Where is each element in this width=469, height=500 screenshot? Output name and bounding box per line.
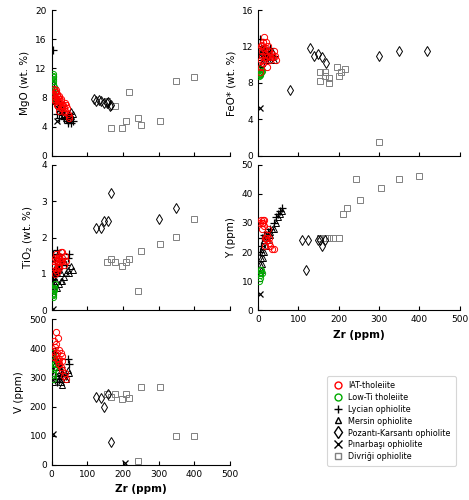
Y-axis label: Y (ppm): Y (ppm) bbox=[226, 217, 236, 258]
Y-axis label: FeO* (wt. %): FeO* (wt. %) bbox=[226, 50, 236, 116]
Y-axis label: TiO$_2$ (wt. %): TiO$_2$ (wt. %) bbox=[22, 206, 36, 270]
X-axis label: Zr (ppm): Zr (ppm) bbox=[115, 484, 166, 494]
X-axis label: Zr (ppm): Zr (ppm) bbox=[333, 330, 385, 340]
Legend: IAT-tholeiite, Low-Ti tholeiite, Lycian ophiolite, Mersin ophiolite, Pozantı-Kar: IAT-tholeiite, Low-Ti tholeiite, Lycian … bbox=[327, 376, 455, 466]
Y-axis label: V (ppm): V (ppm) bbox=[14, 371, 24, 413]
Y-axis label: MgO (wt. %): MgO (wt. %) bbox=[20, 51, 30, 115]
